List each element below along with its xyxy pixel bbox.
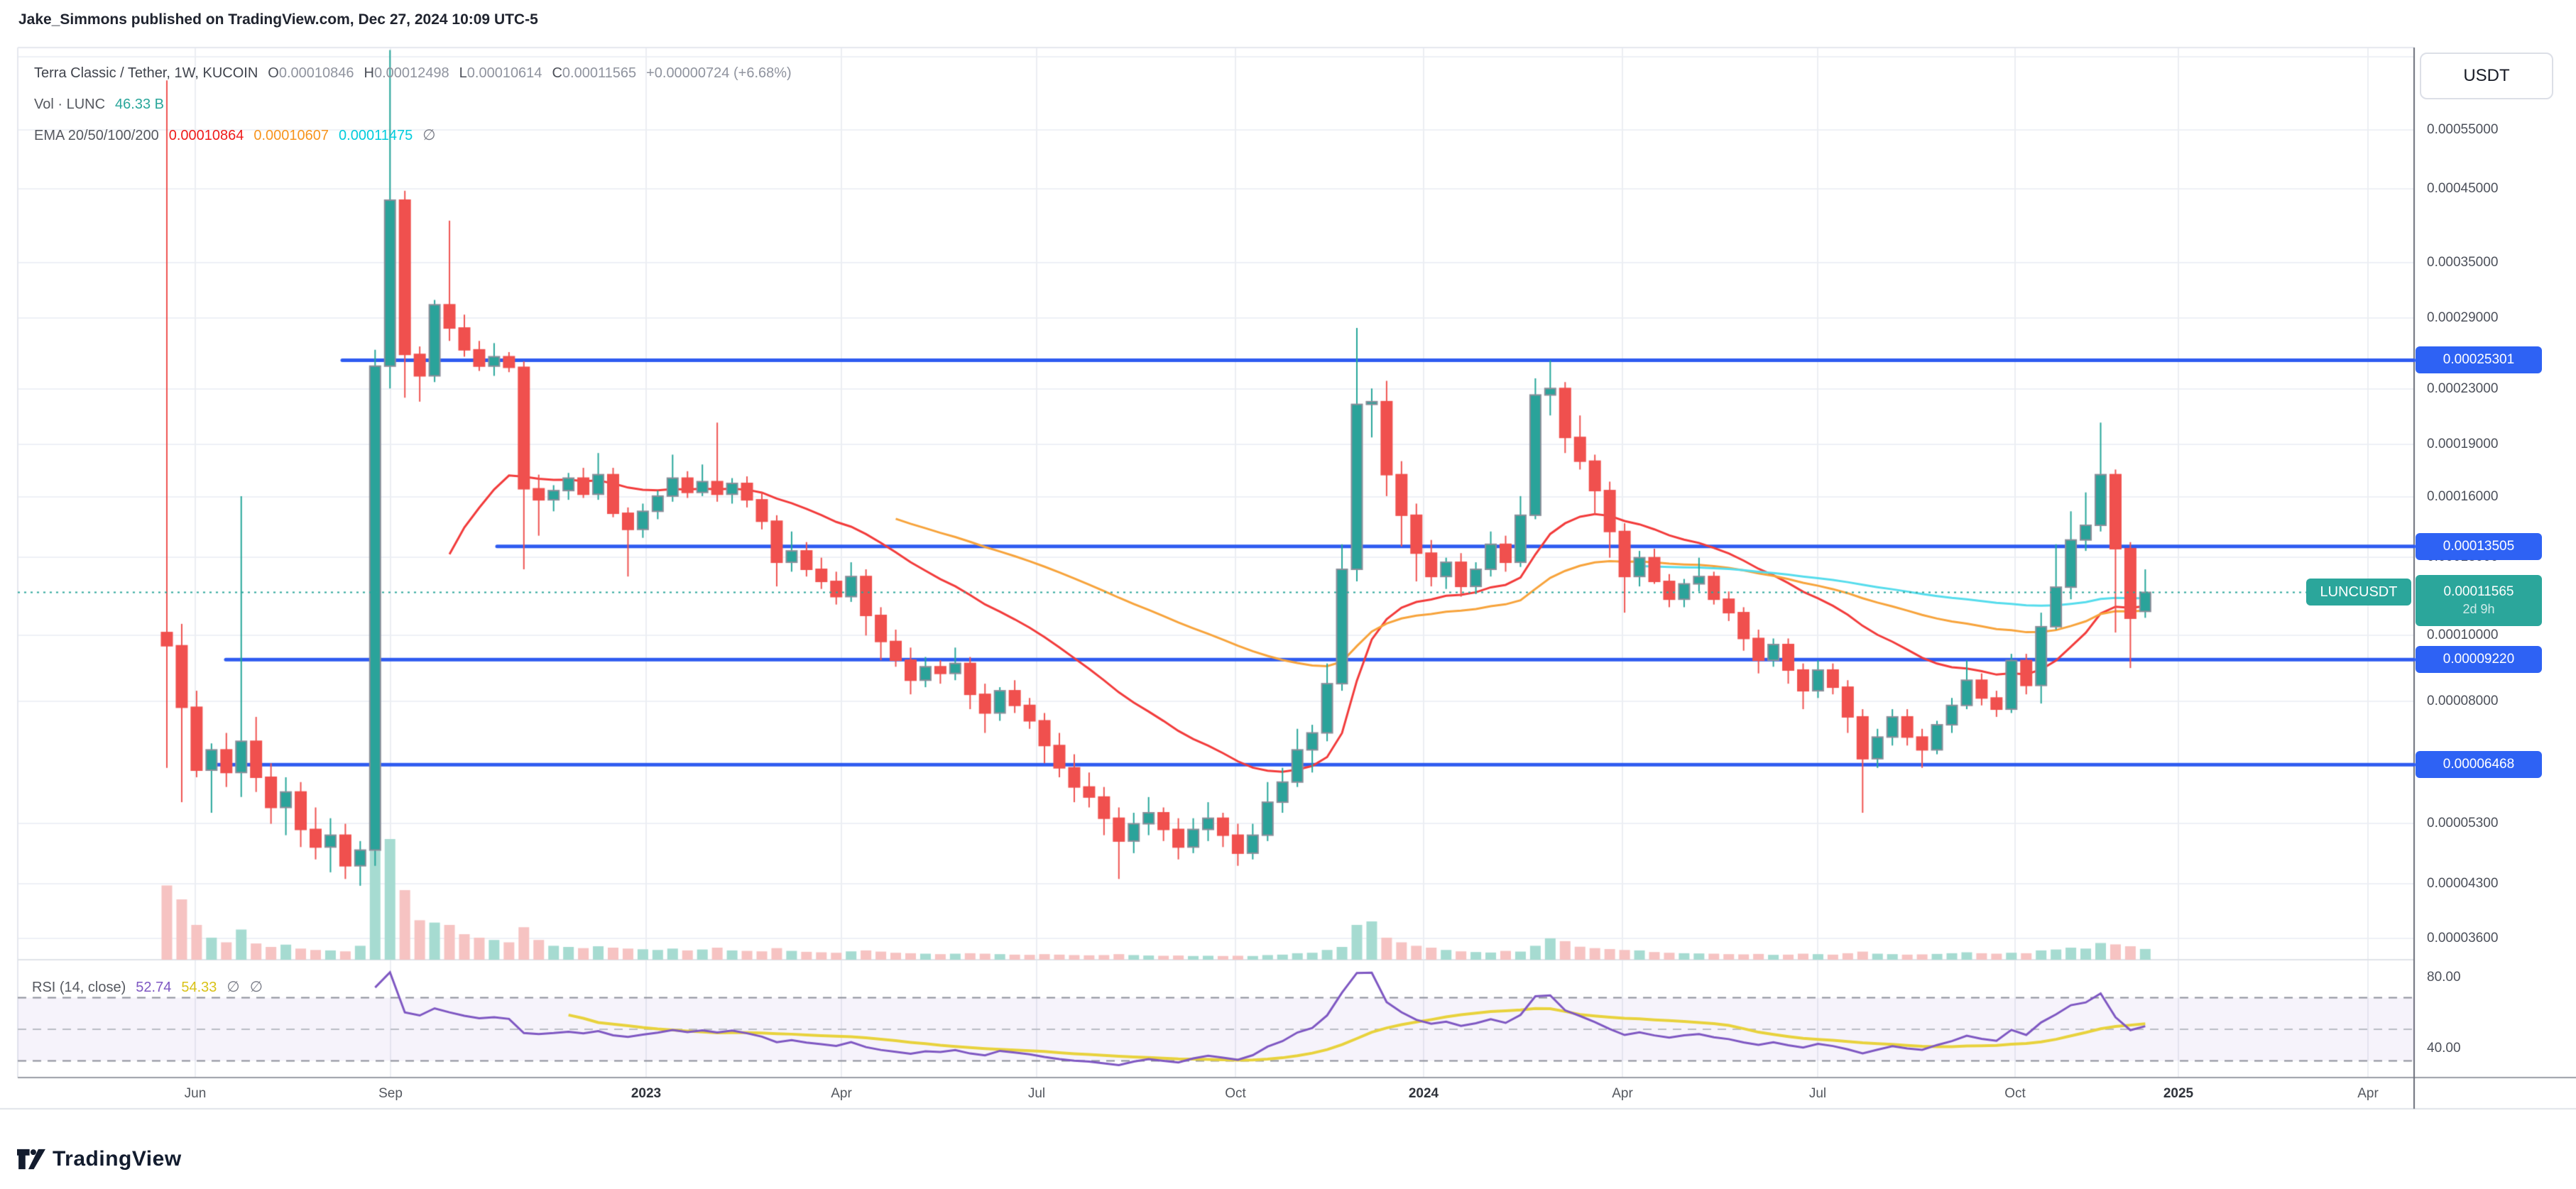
price-scale-tick: 0.00035000 <box>2427 255 2499 270</box>
ema100-value: 0.00011475 <box>339 128 413 143</box>
footer-brand[interactable]: TradingView <box>17 1147 182 1171</box>
ohlc-close: C0.00011565 <box>552 65 637 81</box>
ema200-hidden-icon[interactable]: ∅ <box>422 127 436 143</box>
symbol-title: Terra Classic / Tether, 1W, KUCOIN <box>34 65 258 81</box>
volume-label: Vol · LUNC <box>34 97 106 112</box>
ema20-value: 0.00010864 <box>168 128 244 143</box>
ema-legend-row[interactable]: EMA 20/50/100/200 0.00010864 0.00010607 … <box>34 126 436 144</box>
price-scale-tick: 0.00029000 <box>2427 310 2499 325</box>
currency-toggle-button[interactable]: USDT <box>2420 53 2553 99</box>
time-axis-label: Apr <box>831 1086 852 1101</box>
volume-legend-row[interactable]: Vol · LUNC 46.33 B <box>34 97 164 113</box>
level-price-badge: 0.00006468 <box>2416 751 2542 779</box>
price-scale-tick: 0.00010000 <box>2427 628 2499 642</box>
price-scale-tick: 0.00045000 <box>2427 181 2499 196</box>
time-axis-label: Oct <box>2004 1086 2026 1101</box>
price-scale-tick: 0.00023000 <box>2427 381 2499 396</box>
bar-countdown: 2d 9h <box>2462 602 2495 617</box>
symbol-legend-row[interactable]: Terra Classic / Tether, 1W, KUCOIN O0.00… <box>34 65 792 82</box>
price-scale-tick: 80.00 <box>2427 970 2461 985</box>
time-axis-label: 2024 <box>1408 1086 1439 1101</box>
rsi-value: 52.74 <box>136 980 172 995</box>
price-scale-tick: 0.00004300 <box>2427 876 2499 891</box>
time-axis-label: 2023 <box>631 1086 662 1101</box>
time-axis-label: Jul <box>1027 1086 1046 1101</box>
rsi-legend-row[interactable]: RSI (14, close) 52.74 54.33 ∅ ∅ <box>32 978 263 996</box>
tradingview-logo-icon <box>17 1149 45 1170</box>
level-price-badge: 0.00013505 <box>2416 532 2542 560</box>
ohlc-high: H0.00012498 <box>364 65 449 81</box>
price-scale-tick: 0.00008000 <box>2427 694 2499 708</box>
price-scale-tick: 40.00 <box>2427 1041 2461 1056</box>
rsi-hidden-icon-1[interactable]: ∅ <box>227 979 240 995</box>
time-axis-label: Apr <box>2357 1086 2379 1101</box>
time-axis-label: Oct <box>1225 1086 1246 1101</box>
price-scale-tick: 0.00003600 <box>2427 931 2499 946</box>
current-price-badge: 0.00011565 2d 9h <box>2416 575 2542 627</box>
price-scale-tick: 0.00016000 <box>2427 489 2499 504</box>
ohlc-low: L0.00010614 <box>459 65 542 81</box>
ema50-value: 0.00010607 <box>253 128 329 143</box>
time-axis-label: Jul <box>1808 1086 1827 1101</box>
ema-label: EMA 20/50/100/200 <box>34 128 159 143</box>
volume-value: 46.33 B <box>115 97 164 112</box>
time-axis-label: Sep <box>378 1086 403 1101</box>
tradingview-logo-text: TradingView <box>53 1147 182 1171</box>
time-axis-label: 2025 <box>2163 1086 2194 1101</box>
price-scale-tick: 0.00005300 <box>2427 816 2499 831</box>
current-price-value: 0.00011565 <box>2443 584 2514 600</box>
published-byline: Jake_Simmons published on TradingView.co… <box>18 11 538 28</box>
price-scale-tick: 0.00019000 <box>2427 437 2499 451</box>
price-scale-tick: 0.00055000 <box>2427 122 2499 137</box>
ohlc-change: +0.00000724 (+6.68%) <box>646 65 792 81</box>
time-axis-label: Jun <box>184 1086 207 1101</box>
level-price-badge: 0.00009220 <box>2416 646 2542 674</box>
price-line-symbol-label: LUNCUSDT <box>2306 579 2411 606</box>
rsi-label: RSI (14, close) <box>32 980 126 995</box>
time-axis-label: Apr <box>1612 1086 1633 1101</box>
level-price-badge: 0.00025301 <box>2416 346 2542 374</box>
rsi-smoothing-value: 54.33 <box>181 980 217 995</box>
rsi-hidden-icon-2[interactable]: ∅ <box>249 979 263 995</box>
ohlc-open: O0.00010846 <box>268 65 354 81</box>
